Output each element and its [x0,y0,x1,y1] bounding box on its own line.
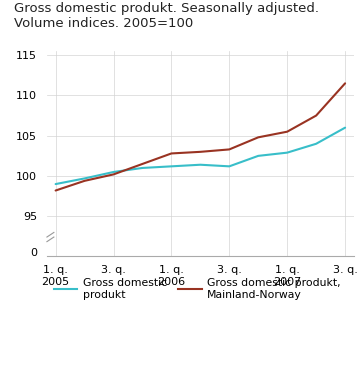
Legend: Gross domestic
produkt, Gross domestic produkt,
Mainland-Norway: Gross domestic produkt, Gross domestic p… [49,274,345,304]
Text: Gross domestic produkt. Seasonally adjusted.
Volume indices. 2005=100: Gross domestic produkt. Seasonally adjus… [14,2,319,30]
